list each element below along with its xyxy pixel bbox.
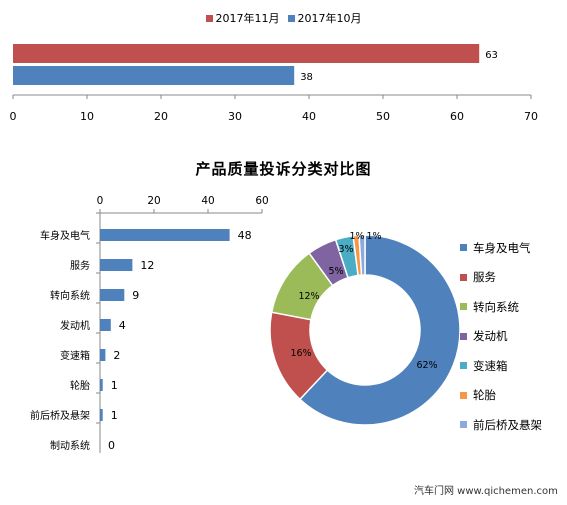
legend-swatch bbox=[460, 244, 467, 252]
category-label: 发动机 bbox=[60, 319, 90, 332]
donut-legend-item: 车身及电气 bbox=[460, 233, 542, 263]
slice-label: 1% bbox=[366, 231, 381, 242]
donut-slice-6 bbox=[358, 234, 366, 276]
data-label: 1 bbox=[111, 379, 118, 392]
legend-swatch bbox=[460, 303, 467, 311]
donut-legend-item: 前后桥及悬架 bbox=[460, 410, 542, 440]
legend-label: 转向系统 bbox=[473, 299, 519, 314]
legend-swatch-oct bbox=[287, 14, 295, 22]
category-label: 转向系统 bbox=[50, 289, 90, 302]
data-label: 0 bbox=[108, 439, 115, 452]
x-tick-label: 40 bbox=[302, 110, 316, 123]
bar bbox=[100, 379, 103, 391]
legend-label-nov: 2017年11月 bbox=[215, 12, 280, 25]
donut-legend: 车身及电气服务转向系统发动机变速箱轮胎前后桥及悬架 bbox=[460, 233, 542, 440]
slice-label: 12% bbox=[298, 291, 319, 302]
top-bar-chart: 0 10 20 30 40 50 60 70 63 38 bbox=[10, 44, 538, 123]
donut-legend-item: 轮胎 bbox=[460, 381, 542, 411]
donut-legend-item: 发动机 bbox=[460, 322, 542, 352]
legend-label: 服务 bbox=[473, 270, 496, 285]
chart-title: 产品质量投诉分类对比图 bbox=[195, 160, 372, 178]
data-label: 2 bbox=[113, 349, 120, 362]
legend-item-oct: 2017年10月 bbox=[287, 10, 362, 26]
legend-label: 车身及电气 bbox=[473, 240, 531, 255]
category-label: 服务 bbox=[70, 259, 90, 272]
legend-swatch bbox=[460, 273, 467, 281]
x-tick-label: 50 bbox=[376, 110, 390, 123]
data-label: 4 bbox=[119, 319, 126, 332]
bar-nov bbox=[13, 44, 480, 63]
slice-label: 1% bbox=[349, 231, 364, 242]
legend-label: 前后桥及悬架 bbox=[473, 417, 542, 432]
legend-swatch bbox=[460, 421, 467, 429]
slice-label: 62% bbox=[416, 360, 437, 371]
donut-legend-item: 变速箱 bbox=[460, 351, 542, 381]
legend-label: 轮胎 bbox=[473, 388, 496, 403]
legend-swatch-nov bbox=[205, 14, 213, 22]
slice-label: 3% bbox=[338, 244, 353, 255]
data-label: 63 bbox=[485, 50, 498, 61]
category-label: 车身及电气 bbox=[40, 229, 90, 242]
bar bbox=[100, 259, 133, 271]
x-tick-label: 0 bbox=[97, 195, 104, 207]
x-tick-label: 20 bbox=[147, 195, 160, 207]
bar bbox=[100, 409, 103, 421]
slice-label: 16% bbox=[290, 348, 311, 359]
x-tick-label: 0 bbox=[10, 110, 17, 123]
legend-label: 变速箱 bbox=[473, 358, 508, 373]
legend-swatch bbox=[460, 391, 467, 399]
donut-legend-item: 转向系统 bbox=[460, 292, 542, 322]
x-tick-label: 10 bbox=[80, 110, 94, 123]
bar bbox=[100, 289, 125, 301]
bar-oct bbox=[13, 66, 295, 85]
category-label: 轮胎 bbox=[70, 379, 90, 392]
bar bbox=[100, 319, 111, 331]
data-label: 1 bbox=[111, 409, 118, 422]
x-tick-label: 60 bbox=[255, 195, 268, 207]
watermark-text: 汽车门网 www.qichemen.com bbox=[414, 486, 558, 497]
category-label: 前后桥及悬架 bbox=[30, 409, 90, 422]
legend-label-oct: 2017年10月 bbox=[297, 12, 362, 25]
slice-label: 5% bbox=[328, 266, 343, 277]
x-tick-label: 30 bbox=[228, 110, 242, 123]
x-tick-label: 70 bbox=[524, 110, 538, 123]
data-label: 48 bbox=[238, 229, 252, 242]
legend-item-nov: 2017年11月 bbox=[205, 10, 280, 26]
x-tick-label: 40 bbox=[201, 195, 214, 207]
top-chart-legend: 2017年11月 2017年10月 bbox=[0, 9, 567, 27]
donut-chart: 62% 16% 12% 5% 3% 1% 1% bbox=[269, 231, 461, 426]
donut-slice-0 bbox=[298, 234, 461, 426]
category-label: 变速箱 bbox=[60, 349, 90, 362]
legend-label: 发动机 bbox=[473, 329, 508, 344]
legend-swatch bbox=[460, 332, 467, 340]
donut-legend-item: 服务 bbox=[460, 263, 542, 293]
category-bar-chart: 0 20 40 60 车身及电气 48 服务 12 转向系统 9 发动机 4 变速箱 2 轮胎 1 前后桥及悬架… bbox=[30, 195, 269, 453]
x-tick-label: 60 bbox=[450, 110, 464, 123]
x-tick-label: 20 bbox=[154, 110, 168, 123]
data-label: 9 bbox=[132, 289, 139, 302]
data-label: 38 bbox=[300, 72, 313, 83]
data-label: 12 bbox=[140, 259, 154, 272]
bar bbox=[100, 349, 106, 361]
legend-swatch bbox=[460, 362, 467, 370]
bar bbox=[100, 229, 230, 241]
category-label: 制动系统 bbox=[50, 439, 90, 452]
